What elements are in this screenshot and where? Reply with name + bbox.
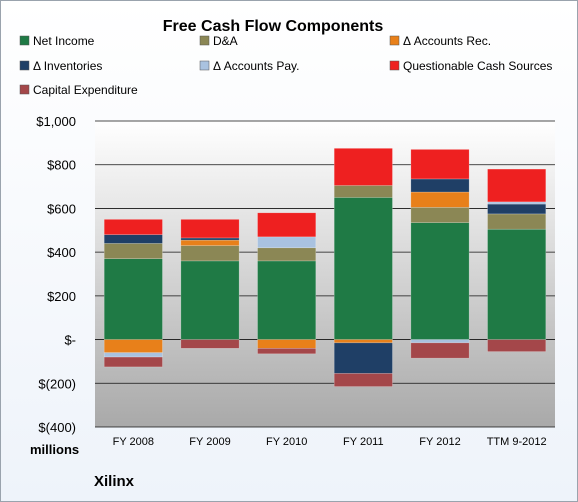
plot-background (95, 121, 555, 427)
legend-label: Questionable Cash Sources (403, 59, 552, 73)
y-tick-label: $600 (47, 201, 76, 216)
y-tick-label: $400 (47, 245, 76, 260)
legend-label: Net Income (33, 34, 95, 48)
y-tick-label: $200 (47, 289, 76, 304)
bar-accounts-rec-fy-2011 (333, 339, 393, 344)
bar-accounts-rec-fy-2012 (410, 191, 470, 208)
bar-d-a-fy-2010 (257, 247, 317, 262)
bar-d-a-fy-2009 (180, 245, 240, 262)
bar-net-income-fy-2010 (257, 260, 317, 340)
bar-accounts-pay-fy-2010 (257, 236, 317, 249)
bar-questionable-cash-sources-fy-2012 (410, 149, 470, 180)
legend-item-accounts-pay: Δ Accounts Pay. (199, 59, 300, 73)
y-tick-label: $(400) (38, 420, 76, 435)
bar-d-a-fy-2011 (333, 185, 393, 198)
bar-questionable-cash-sources-fy-2010 (257, 212, 317, 238)
bar-accounts-rec-fy-2008 (103, 339, 163, 353)
bar-inventories-fy-2011 (333, 342, 393, 374)
legend-swatch (19, 84, 30, 95)
x-tick-label: FY 2008 (113, 436, 154, 448)
bar-d-a-fy-2008 (103, 243, 163, 259)
legend-item-capital-expenditure: Capital Expenditure (19, 83, 138, 97)
bar-questionable-cash-sources-fy-2009 (180, 219, 240, 239)
legend-label: Δ Accounts Pay. (213, 59, 300, 73)
bar-capital-expenditure-fy-2011 (333, 373, 393, 387)
bar-questionable-cash-sources-ttm-9-2012 (487, 168, 547, 203)
legend-item-inventories: Δ Inventories (19, 59, 102, 73)
bar-inventories-fy-2012 (410, 178, 470, 193)
bar-net-income-fy-2008 (103, 258, 163, 340)
x-tick-label: FY 2009 (189, 436, 230, 448)
legend-swatch (389, 60, 400, 71)
x-tick-label: FY 2011 (343, 436, 384, 448)
y-tick-label: $1,000 (36, 114, 76, 129)
units-label: millions (30, 442, 79, 457)
bar-accounts-rec-fy-2010 (257, 339, 317, 349)
legend-item-net-income: Net Income (19, 34, 95, 48)
legend-label: Δ Inventories (33, 59, 102, 73)
legend-item-d-a: D&A (199, 34, 238, 48)
bar-net-income-fy-2012 (410, 222, 470, 340)
bar-capital-expenditure-fy-2010 (257, 348, 317, 355)
legend: Net Income D&A Δ Accounts Rec. Δ Inventorie… (19, 34, 552, 97)
bar-capital-expenditure-fy-2012 (410, 342, 470, 359)
x-tick-label: TTM 9-2012 (487, 436, 547, 448)
company-label: Xilinx (94, 473, 135, 490)
x-tick-label: FY 2012 (419, 436, 460, 448)
bar-capital-expenditure-ttm-9-2012 (487, 339, 547, 352)
bar-accounts-pay-fy-2012 (410, 339, 470, 344)
legend-item-questionable-cash-sources: Questionable Cash Sources (389, 59, 552, 73)
x-tick-label: FY 2010 (266, 436, 307, 448)
bar-questionable-cash-sources-fy-2008 (103, 219, 163, 235)
legend-swatch (389, 35, 400, 46)
legend-swatch (199, 60, 210, 71)
bar-accounts-rec-fy-2009 (180, 239, 240, 246)
plot-area: $1,000 $800 $600 $400 $200 $- $(200) $(400) FY 2… (36, 114, 555, 448)
bar-net-income-fy-2011 (333, 197, 393, 340)
bar-capital-expenditure-fy-2009 (180, 339, 240, 349)
bar-net-income-fy-2009 (180, 260, 240, 340)
y-tick-label: $800 (47, 158, 76, 173)
legend-item-accounts-rec: Δ Accounts Rec. (389, 34, 491, 48)
bar-questionable-cash-sources-fy-2011 (333, 148, 393, 186)
chart-title: Free Cash Flow Components (163, 18, 384, 35)
legend-label: D&A (213, 34, 238, 48)
bar-accounts-pay-ttm-9-2012 (487, 201, 547, 205)
bar-inventories-ttm-9-2012 (487, 203, 547, 215)
legend-swatch (199, 35, 210, 46)
legend-label: Δ Accounts Rec. (403, 34, 491, 48)
bar-capital-expenditure-fy-2008 (103, 356, 163, 368)
bar-inventories-fy-2009 (180, 237, 240, 241)
bar-net-income-ttm-9-2012 (487, 228, 547, 340)
bar-accounts-pay-fy-2008 (103, 352, 163, 358)
bar-inventories-fy-2008 (103, 234, 163, 244)
y-tick-label: $(200) (38, 376, 76, 391)
legend-swatch (19, 60, 30, 71)
y-tick-label: $- (64, 333, 76, 348)
bar-d-a-ttm-9-2012 (487, 213, 547, 230)
legend-label: Capital Expenditure (33, 83, 138, 97)
legend-swatch (19, 35, 30, 46)
bar-d-a-fy-2012 (410, 207, 470, 223)
